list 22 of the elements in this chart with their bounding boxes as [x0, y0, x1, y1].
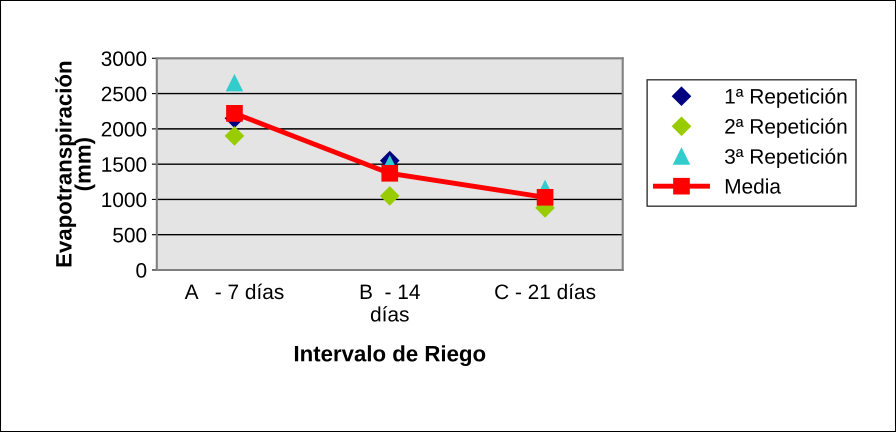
legend-label: Media: [726, 178, 781, 194]
y-axis-title: Evapotranspiración (mm): [55, 62, 96, 266]
y-tick-label: 0: [136, 263, 146, 278]
x-tick-label: B - 14 días: [360, 284, 420, 322]
y-tick-label: 3000: [102, 51, 146, 66]
x-tick-label: C - 21 días: [495, 284, 596, 300]
legend-label: 1ª Repetición: [726, 88, 846, 108]
point: [226, 74, 243, 92]
point: [381, 165, 398, 182]
legend-label: 3ª Repetición: [724, 148, 846, 168]
legend-label: 2ª Repetición: [725, 118, 846, 138]
point: [380, 186, 400, 206]
x-axis-title: Intervalo de Riego: [294, 345, 486, 366]
y-tick-label: 500: [113, 228, 146, 242]
y-tick-label: 1500: [102, 157, 146, 172]
point: [536, 188, 554, 206]
y-tick-label: 2500: [102, 86, 146, 102]
point: [224, 126, 244, 146]
x-tick-label: A - 7 días: [184, 284, 284, 300]
y-tick-label: 2000: [102, 122, 146, 137]
y-tick-label: 1000: [102, 192, 146, 208]
point: [226, 105, 243, 122]
